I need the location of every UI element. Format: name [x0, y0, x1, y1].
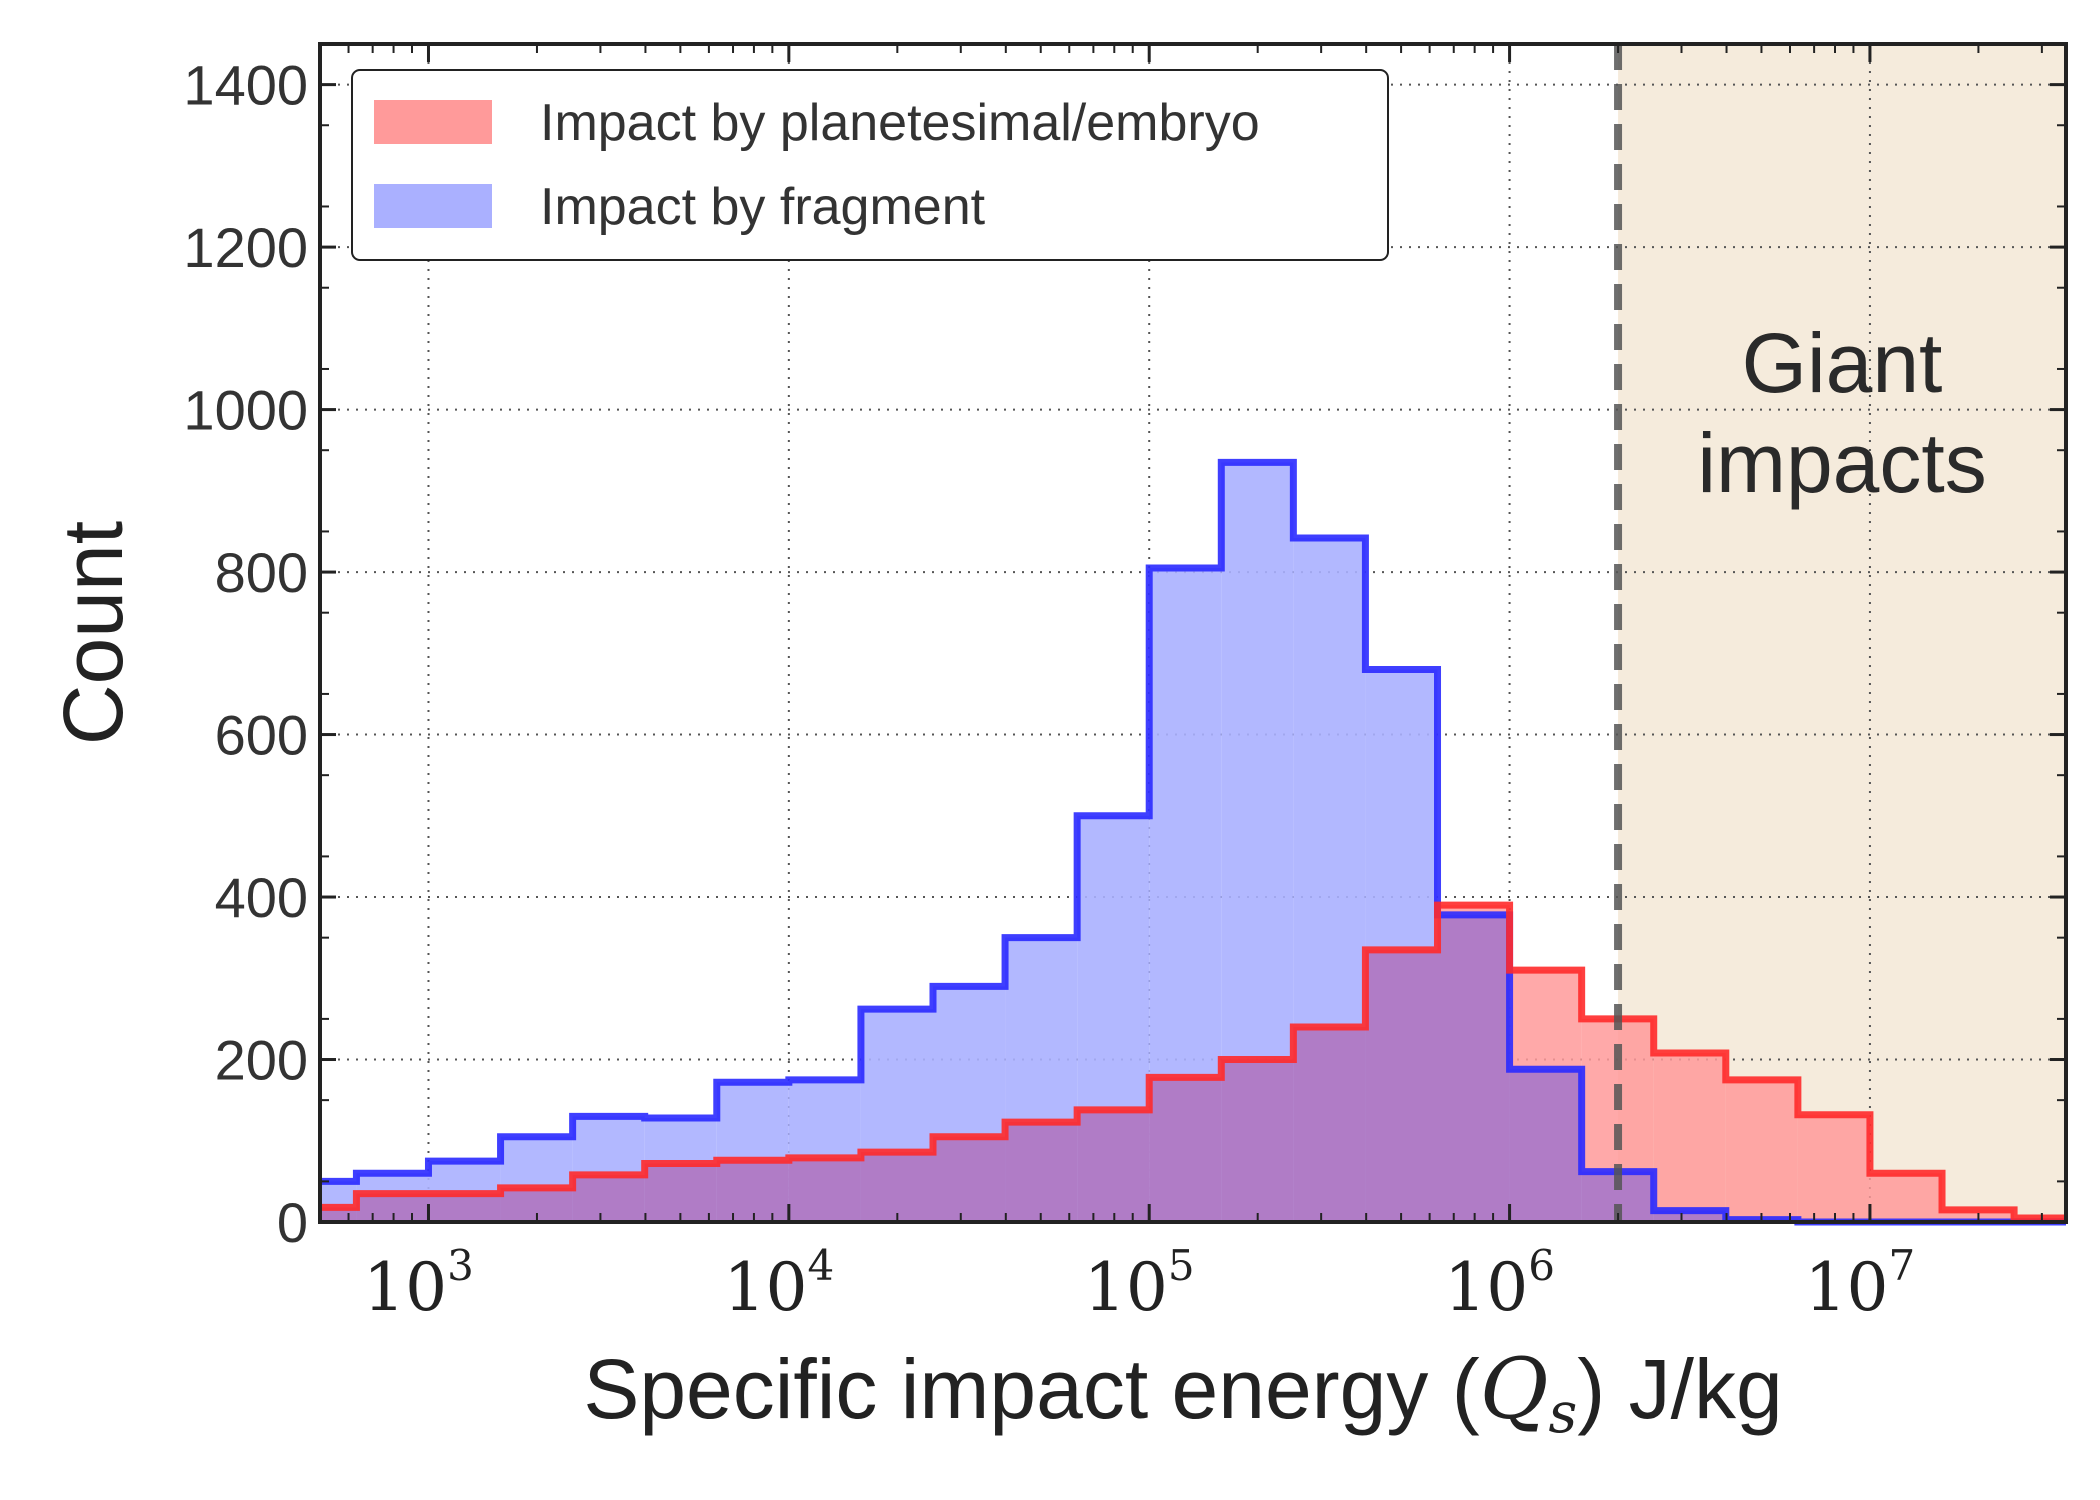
legend-swatch-planetesimal — [374, 100, 492, 144]
x-tick-label: 104 — [723, 1241, 834, 1326]
legend-label-planetesimal: Impact by planetesimal/embryo — [540, 94, 1260, 152]
x-tick-exponent: 4 — [807, 1241, 834, 1290]
x-tick-base: 10 — [1805, 1249, 1889, 1326]
bar-planetesimal — [1869, 1173, 1943, 1222]
bar-planetesimal — [1653, 1053, 1726, 1222]
bar-overlap — [1365, 949, 1438, 1222]
x-tick-label: 107 — [1805, 1241, 1916, 1326]
giant-impacts-region — [1618, 44, 2066, 1222]
x-axis-title: Specific impact energy (Qs) J/kg — [583, 1340, 1782, 1446]
x-axis-title-prefix: Specific impact energy ( — [583, 1342, 1479, 1436]
giant-impacts-shade — [1618, 44, 2066, 1222]
bar-overlap — [320, 1207, 357, 1222]
x-tick-label: 105 — [1084, 1241, 1195, 1326]
bar-overlap — [932, 1136, 1006, 1222]
y-tick-label: 400 — [215, 866, 308, 929]
bar-overlap — [1077, 1109, 1150, 1222]
overlap — [320, 914, 1798, 1222]
x-axis-title-subscript: s — [1549, 1381, 1578, 1446]
y-axis-title: Count — [46, 521, 140, 745]
y-tick-label: 200 — [215, 1029, 308, 1092]
y-tick-label: 800 — [215, 541, 308, 604]
step-outline-fragment — [320, 458, 2066, 1226]
bar-overlap — [860, 1152, 933, 1222]
bar-overlap — [1005, 1122, 1078, 1222]
x-tick-exponent: 7 — [1889, 1241, 1916, 1290]
bar-overlap — [716, 1160, 789, 1222]
legend-box — [351, 69, 1389, 261]
bar-overlap — [1221, 1059, 1294, 1222]
bar-overlap — [1653, 1210, 1726, 1222]
x-tick-exponent: 6 — [1528, 1241, 1555, 1290]
bar-overlap — [428, 1193, 501, 1222]
legend-label-fragment: Impact by fragment — [540, 178, 986, 236]
x-axis-title-suffix: ) J/kg — [1577, 1342, 1782, 1436]
bar-overlap — [1149, 1077, 1222, 1222]
y-tick-label: 1000 — [183, 379, 308, 442]
bar-overlap — [356, 1193, 429, 1222]
legend: Impact by planetesimal/embryo Impact by … — [351, 69, 1389, 261]
x-tick-exponent: 3 — [447, 1241, 474, 1290]
bar-overlap — [1509, 1069, 1582, 1222]
bar-overlap — [644, 1163, 717, 1222]
x-tick-base: 10 — [363, 1249, 447, 1326]
x-tick-label: 103 — [363, 1241, 474, 1326]
x-tick-base: 10 — [723, 1249, 807, 1326]
bar-overlap — [572, 1174, 645, 1222]
y-tick-label: 1400 — [183, 54, 308, 117]
x-tick-exponent: 5 — [1168, 1241, 1195, 1290]
axes-frame — [318, 42, 2068, 1224]
x-tick-base: 10 — [1444, 1249, 1528, 1326]
y-tick-label: 1200 — [183, 216, 308, 279]
region-label-line-2: impacts — [1697, 416, 1986, 510]
x-tick-label: 106 — [1444, 1241, 1555, 1326]
bar-planetesimal — [1797, 1114, 1870, 1222]
bar-overlap — [1293, 1027, 1366, 1222]
bar-planetesimal — [1725, 1079, 1798, 1222]
x-tick-base: 10 — [1084, 1249, 1168, 1326]
y-tick-label: 0 — [277, 1191, 308, 1254]
step-outline-planetesimal — [320, 901, 2066, 1222]
legend-swatch-fragment — [374, 184, 492, 228]
x-axis-title-symbol: Q — [1480, 1340, 1549, 1438]
histogram-bars — [320, 458, 2066, 1226]
bar-overlap — [1437, 914, 1510, 1222]
region-label-line-1: Giant — [1742, 316, 1943, 410]
bar-overlap — [788, 1157, 861, 1222]
y-tick-label: 600 — [215, 704, 308, 767]
